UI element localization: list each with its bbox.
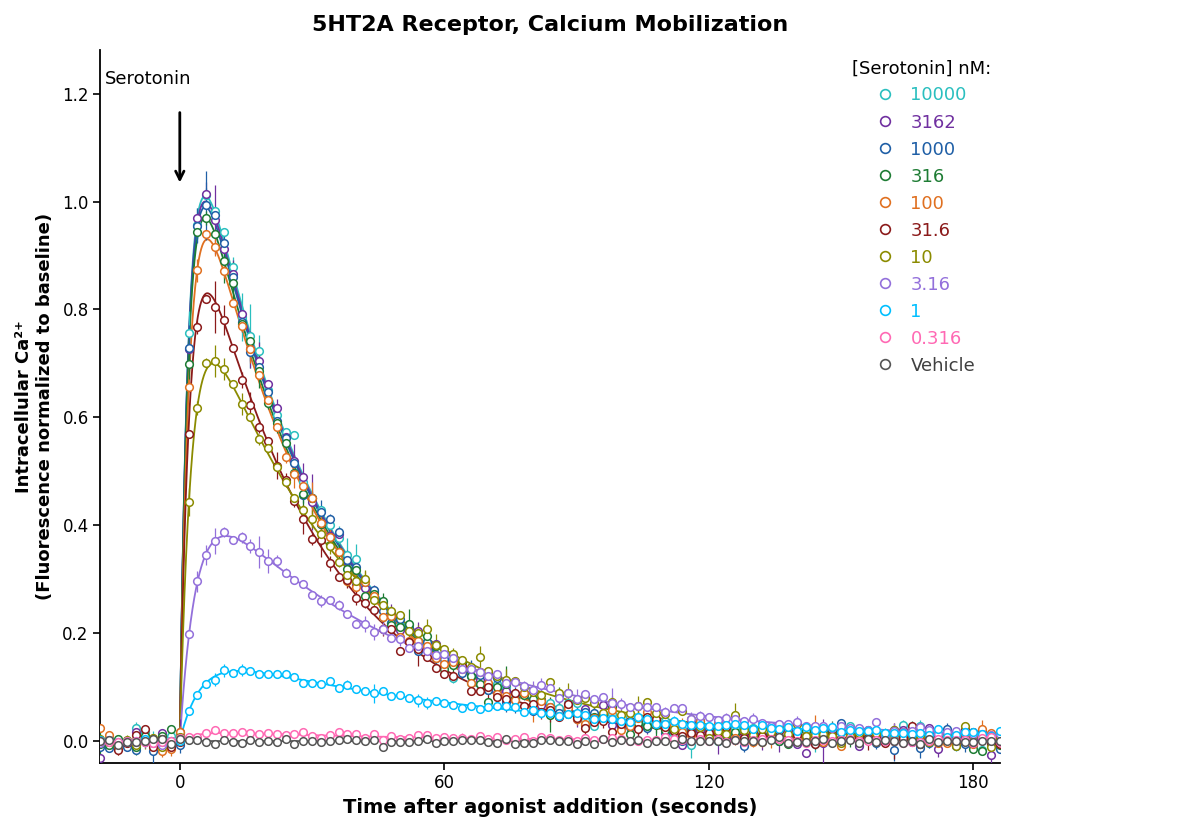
Title: 5HT2A Receptor, Calcium Mobilization: 5HT2A Receptor, Calcium Mobilization <box>312 15 788 35</box>
Text: Serotonin: Serotonin <box>104 70 191 88</box>
Y-axis label: Intracellular Ca²⁺
(Fluorescence normalized to baseline): Intracellular Ca²⁺ (Fluorescence normali… <box>14 213 54 600</box>
Legend: 10000, 3162, 1000, 316, 100, 31.6, 10, 3.16, 1, 0.316, Vehicle: 10000, 3162, 1000, 316, 100, 31.6, 10, 3… <box>852 59 991 374</box>
X-axis label: Time after agonist addition (seconds): Time after agonist addition (seconds) <box>343 798 758 817</box>
